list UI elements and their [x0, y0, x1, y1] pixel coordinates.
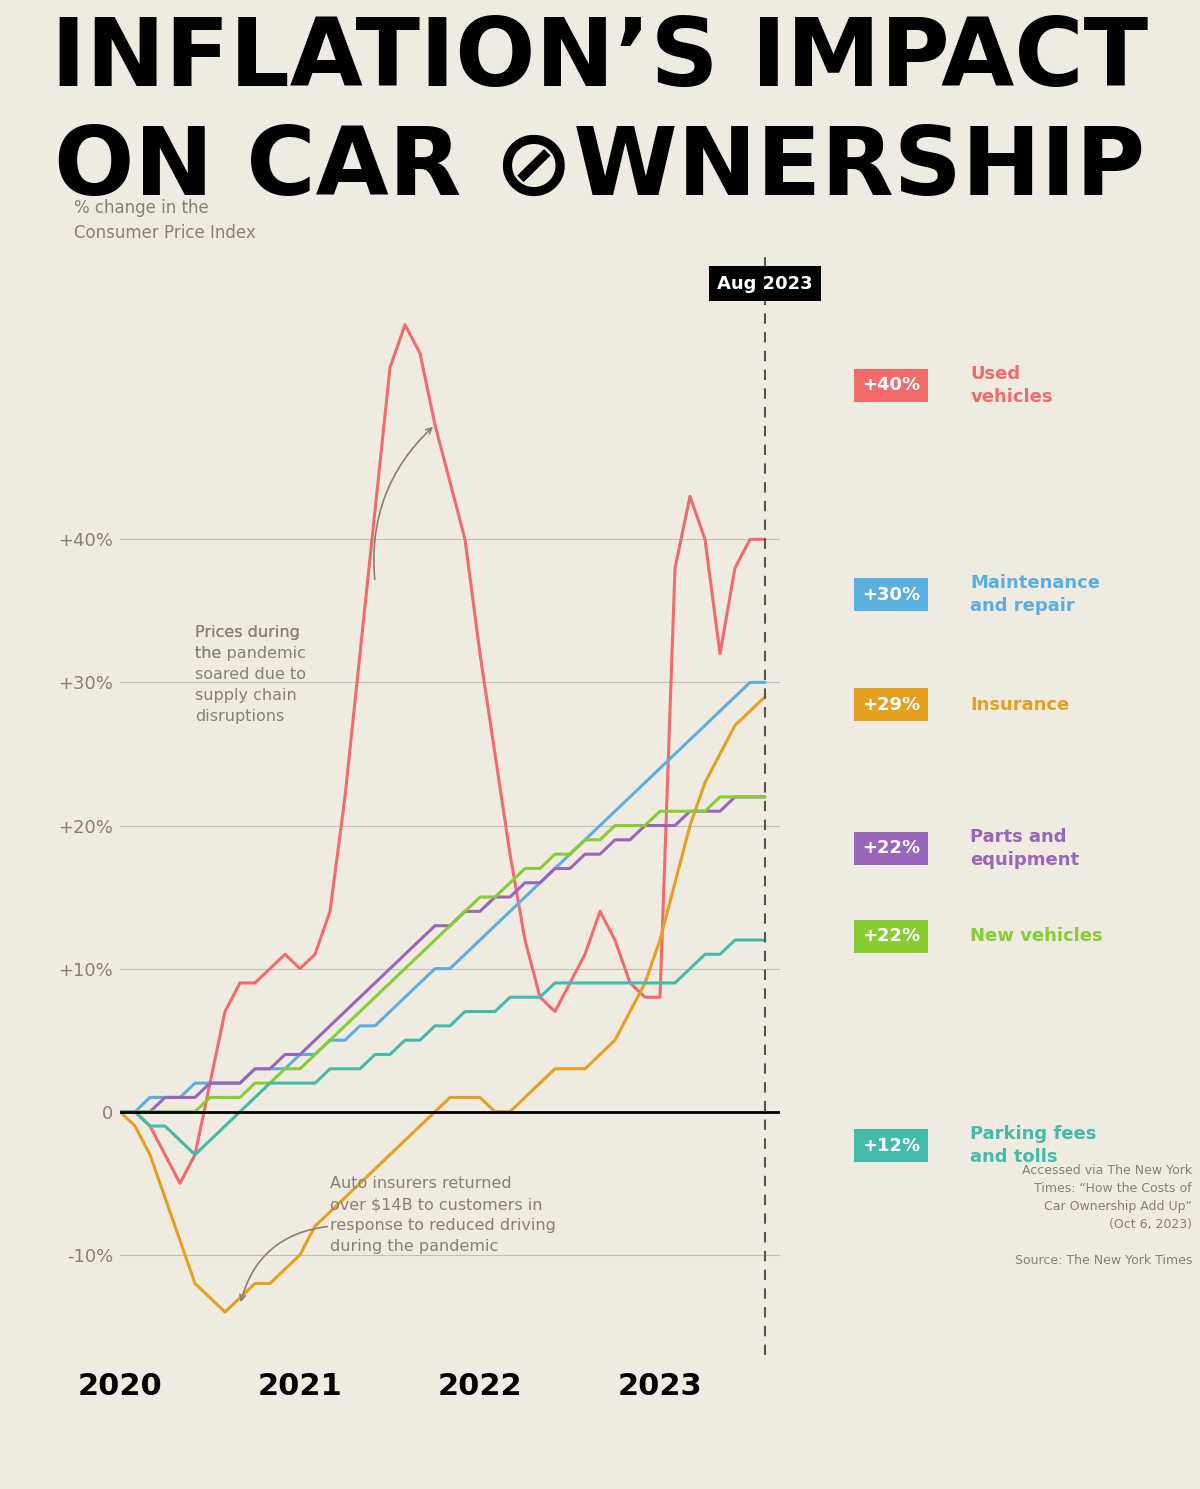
Text: Insurance: Insurance: [971, 695, 1069, 713]
Text: Accessed via The New York
Times: “How the Costs of
Car Ownership Add Up”
(Oct 6,: Accessed via The New York Times: “How th…: [1015, 1164, 1192, 1267]
Text: Auto insurers returned
over $14B to customers in
response to reduced driving
dur: Auto insurers returned over $14B to cust…: [330, 1176, 556, 1254]
Text: Prices during
the: Prices during the: [194, 625, 300, 661]
Text: Parking fees
and tolls: Parking fees and tolls: [971, 1126, 1097, 1166]
Text: +22%: +22%: [862, 840, 920, 858]
Text: Aug 2023: Aug 2023: [718, 274, 812, 293]
Text: +29%: +29%: [862, 695, 920, 713]
Text: Prices during
the pandemic
soared due to
supply chain
disruptions: Prices during the pandemic soared due to…: [194, 625, 306, 724]
Text: Maintenance
and repair: Maintenance and repair: [971, 575, 1100, 615]
Text: Used
vehicles: Used vehicles: [971, 365, 1052, 406]
Text: +30%: +30%: [862, 585, 920, 603]
Text: ON CAR ⊘WNERSHIP: ON CAR ⊘WNERSHIP: [54, 122, 1146, 214]
Text: +22%: +22%: [862, 928, 920, 946]
Text: % change in the
Consumer Price Index: % change in the Consumer Price Index: [74, 200, 256, 243]
Text: INFLATION’S IMPACT: INFLATION’S IMPACT: [52, 15, 1148, 106]
Text: +12%: +12%: [862, 1136, 920, 1154]
Text: Parts and
equipment: Parts and equipment: [971, 828, 1080, 868]
Text: +40%: +40%: [862, 377, 920, 395]
Text: New vehicles: New vehicles: [971, 928, 1103, 946]
